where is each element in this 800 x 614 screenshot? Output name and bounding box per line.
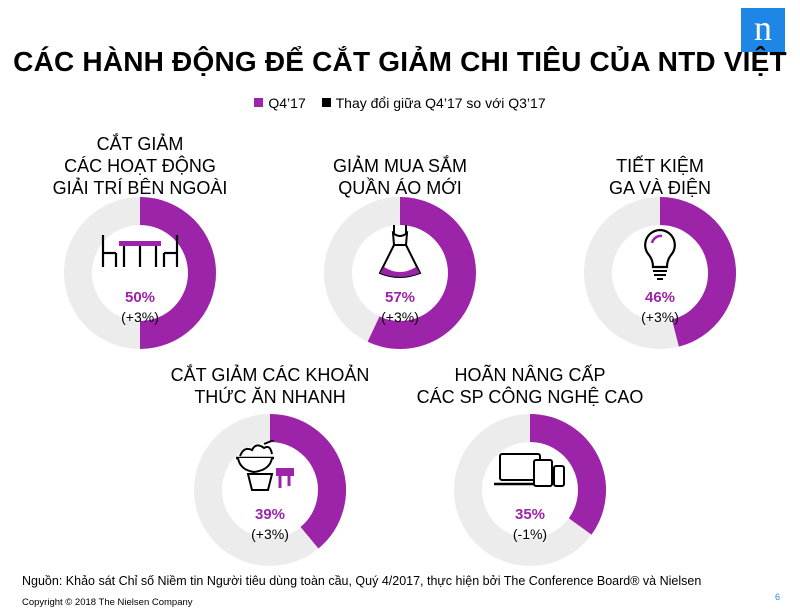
- donut-4-change-label: (+3%): [251, 526, 289, 542]
- donut-4-value-label: 39%: [254, 506, 286, 523]
- donut-5-change-label: (-1%): [512, 526, 548, 542]
- legend-swatch-change: [321, 98, 331, 107]
- legend-item-change: Thay đổi giữa Q4’17 so với Q3’17: [321, 95, 546, 111]
- donut-chart-3: 46% (+3%): [580, 193, 740, 353]
- donut-3-change-label: (+3%): [641, 309, 679, 325]
- dress-icon: [378, 225, 422, 278]
- chart-label-2-line-1: GIẢM MUA SẮM: [332, 156, 467, 176]
- donut-chart-1: 50% (+3%): [60, 193, 220, 353]
- chart-label-1: CẮT GIẢM CÁC HOẠT ĐỘNG GIẢI TRÍ BÊN NGOÀ…: [40, 133, 240, 199]
- donut-5-value-label: 35%: [514, 506, 546, 523]
- donut-3-value-label: 46%: [644, 289, 676, 306]
- chart-label-4-line-2: THỨC ĂN NHANH: [194, 387, 346, 407]
- donut-1-value-label: 50%: [124, 289, 156, 306]
- donut-2-change-label: (+3%): [381, 309, 419, 325]
- chart-label-5: HOÃN NÂNG CẤP CÁC SP CÔNG NGHỆ CAO: [410, 364, 650, 408]
- chart-label-5-line-2: CÁC SP CÔNG NGHỆ CAO: [416, 387, 644, 407]
- page-number: 6: [775, 592, 781, 602]
- dining-table-icon: [101, 235, 179, 267]
- devices-icon: [494, 453, 565, 487]
- logo-letter: n: [754, 8, 772, 48]
- chart-label-2-line-2: QUẦN ÁO MỚI: [338, 178, 462, 198]
- nielsen-logo: n: [741, 8, 785, 52]
- chart-label-3-line-1: TIẾT KIỆM: [616, 156, 704, 176]
- donut-chart-2: 57% (+3%): [320, 193, 480, 353]
- chart-label-1-line-3: GIẢI TRÍ BÊN NGOÀI: [52, 178, 228, 198]
- legend-swatch-q4: [254, 98, 264, 107]
- chart-label-3-line-2: GA VÀ ĐIỆN: [608, 178, 712, 198]
- donut-chart-4: 39% (+3%): [190, 410, 350, 570]
- legend-label-q4: Q4’17: [268, 95, 306, 111]
- donut-3-value-arc: [659, 197, 736, 347]
- light-bulb-icon: [644, 228, 676, 280]
- chart-label-1-line-2: CÁC HOẠT ĐỘNG: [64, 156, 216, 176]
- donut-1-value-arc: [139, 197, 216, 349]
- chart-label-4-line-1: CẮT GIẢM CÁC KHOẢN: [170, 365, 370, 385]
- donut-4-value-arc: [269, 414, 346, 549]
- donut-2-value-label: 57%: [384, 289, 416, 306]
- page-title: CÁC HÀNH ĐỘNG ĐỂ CẮT GIẢM CHI TIÊU CỦA N…: [13, 46, 787, 77]
- chart-label-5-line-1: HOÃN NÂNG CẤP: [454, 365, 606, 385]
- source-note: Nguồn: Khảo sát Chỉ số Niềm tin Người ti…: [22, 574, 702, 588]
- legend: Q4’17 Thay đổi giữa Q4’17 so với Q3’17: [0, 95, 800, 111]
- chart-label-3: TIẾT KIỆM GA VÀ ĐIỆN: [560, 155, 760, 199]
- donut-chart-5: 35% (-1%): [450, 410, 610, 570]
- chart-label-2: GIẢM MUA SẮM QUẦN ÁO MỚI: [300, 155, 500, 199]
- legend-label-change: Thay đổi giữa Q4’17 so với Q3’17: [335, 95, 546, 111]
- chart-label-1-line-1: CẮT GIẢM: [96, 134, 184, 154]
- donut-2-value-arc: [367, 197, 476, 349]
- copyright: Copyright © 2018 The Nielsen Company: [22, 597, 193, 608]
- donut-5-value-arc: [529, 414, 606, 535]
- legend-item-q4: Q4’17: [254, 95, 306, 111]
- fast-food-icon: [236, 440, 294, 491]
- donut-1-change-label: (+3%): [121, 309, 159, 325]
- chart-label-4: CẮT GIẢM CÁC KHOẢN THỨC ĂN NHANH: [150, 364, 390, 408]
